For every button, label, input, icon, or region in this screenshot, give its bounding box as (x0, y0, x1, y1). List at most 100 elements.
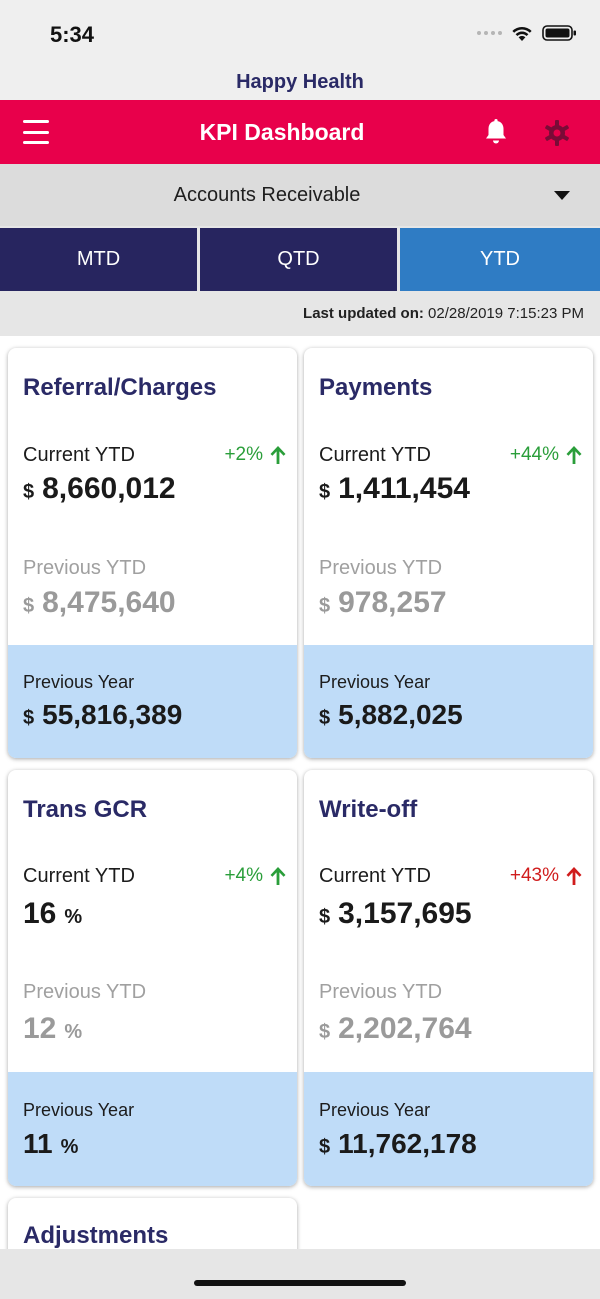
report-type-dropdown[interactable]: Accounts Receivable (0, 164, 600, 226)
arrow-up-icon (566, 867, 582, 885)
home-indicator[interactable] (194, 1280, 406, 1286)
status-bar: 5:34 (0, 0, 600, 64)
previous-year-label: Previous Year (319, 672, 431, 692)
current-amount: 3,157,695 (338, 897, 472, 930)
currency-symbol: $ (319, 1136, 331, 1158)
trend-value: +2% (224, 444, 263, 465)
card-title: Referral/Charges (23, 374, 217, 401)
bell-icon[interactable] (483, 118, 509, 146)
battery-icon (542, 25, 576, 41)
report-type-value: Accounts Receivable (173, 184, 361, 206)
app-title: Happy Health (236, 71, 364, 93)
hamburger-menu-icon[interactable] (23, 120, 49, 144)
tab-qtd[interactable]: QTD (200, 228, 397, 291)
gear-icon[interactable] (543, 119, 571, 147)
current-label: Current YTD (23, 865, 135, 887)
previous-amount: 12 (23, 1012, 57, 1045)
kpi-card-trans-gcr[interactable]: Trans GCR Current YTD +4% 16% Previous Y… (8, 770, 297, 1186)
current-value: $3,157,695 (319, 897, 472, 931)
trend-value: +43% (509, 865, 559, 886)
currency-symbol: $ (23, 595, 35, 617)
trend-value: +44% (509, 444, 559, 465)
previous-value: $978,257 (319, 586, 447, 620)
trend-indicator: +43% (510, 865, 583, 887)
last-updated-label: Last updated on: (303, 305, 424, 322)
kpi-card-adjustments[interactable]: Adjustments (8, 1198, 297, 1249)
status-time: 5:34 (50, 22, 95, 47)
previous-year-amount: 5,882,025 (338, 699, 463, 730)
current-value: 16% (23, 897, 82, 931)
card-title: Adjustments (23, 1222, 169, 1249)
tab-ytd[interactable]: YTD (400, 228, 600, 291)
previous-year-section: Previous Year $5,882,025 (304, 645, 593, 758)
current-label: Current YTD (319, 865, 431, 887)
card-title: Trans GCR (23, 796, 148, 823)
current-amount: 1,411,454 (338, 472, 470, 505)
kpi-card-write-off[interactable]: Write-off Current YTD +43% $3,157,695 Pr… (304, 770, 593, 1186)
period-tabs: MTD QTD YTD (0, 228, 600, 291)
previous-value: $2,202,764 (319, 1012, 472, 1046)
kpi-card-referral-charges[interactable]: Referral/Charges Current YTD +2% $8,660,… (8, 348, 297, 758)
currency-symbol: $ (319, 481, 331, 503)
previous-amount: 8,475,640 (42, 586, 176, 619)
currency-symbol: $ (319, 906, 331, 928)
current-amount: 8,660,012 (42, 472, 176, 505)
percent-unit: % (64, 906, 83, 928)
bottom-bar (0, 1249, 600, 1299)
previous-label: Previous YTD (319, 981, 443, 1003)
percent-unit: % (60, 1136, 79, 1158)
previous-year-value: 11% (23, 1128, 78, 1160)
current-amount: 16 (23, 897, 57, 930)
percent-unit: % (64, 1021, 83, 1043)
current-label: Current YTD (23, 444, 135, 466)
previous-year-section: Previous Year $55,816,389 (8, 645, 297, 758)
currency-symbol: $ (319, 707, 331, 729)
kpi-card-payments[interactable]: Payments Current YTD +44% $1,411,454 Pre… (304, 348, 593, 758)
previous-label: Previous YTD (23, 557, 147, 579)
previous-label: Previous YTD (23, 981, 147, 1003)
currency-symbol: $ (23, 707, 35, 729)
previous-amount: 2,202,764 (338, 1012, 472, 1045)
trend-indicator: +2% (224, 444, 287, 466)
card-title: Payments (319, 374, 433, 401)
card-title: Write-off (319, 796, 418, 823)
previous-year-label: Previous Year (23, 1100, 135, 1120)
current-label: Current YTD (319, 444, 431, 466)
arrow-up-icon (270, 867, 286, 885)
previous-value: $8,475,640 (23, 586, 176, 620)
previous-year-value: $5,882,025 (319, 699, 463, 731)
trend-indicator: +44% (510, 444, 583, 466)
kpi-card-list: Referral/Charges Current YTD +2% $8,660,… (0, 336, 600, 1249)
currency-symbol: $ (319, 1021, 331, 1043)
wifi-icon (512, 26, 532, 41)
previous-amount: 978,257 (338, 586, 447, 619)
last-updated-value: 02/28/2019 7:15:23 PM (428, 305, 584, 322)
currency-symbol: $ (23, 481, 35, 503)
status-icons (477, 24, 578, 42)
previous-year-section: Previous Year 11% (8, 1072, 297, 1186)
previous-year-label: Previous Year (23, 672, 135, 692)
previous-year-value: $11,762,178 (319, 1128, 477, 1160)
previous-year-amount: 11 (23, 1128, 53, 1159)
previous-label: Previous YTD (319, 557, 443, 579)
current-value: $1,411,454 (319, 472, 470, 506)
trend-indicator: +4% (224, 865, 287, 887)
arrow-up-icon (270, 446, 286, 464)
app-title-bar: Happy Health (0, 64, 600, 100)
previous-year-label: Previous Year (319, 1100, 431, 1120)
cellular-signal-icon (477, 31, 502, 35)
trend-value: +4% (224, 865, 263, 886)
chevron-down-icon (554, 191, 570, 200)
arrow-up-icon (566, 446, 582, 464)
tab-mtd[interactable]: MTD (0, 228, 197, 291)
page-title: KPI Dashboard (199, 119, 365, 145)
previous-year-amount: 11,762,178 (338, 1128, 477, 1159)
current-value: $8,660,012 (23, 472, 176, 506)
currency-symbol: $ (319, 595, 331, 617)
previous-year-section: Previous Year $11,762,178 (304, 1072, 593, 1186)
previous-year-amount: 55,816,389 (42, 699, 183, 730)
header-bar: KPI Dashboard (0, 100, 600, 164)
previous-year-value: $55,816,389 (23, 699, 182, 731)
previous-value: 12% (23, 1012, 82, 1046)
last-updated: Last updated on: 02/28/2019 7:15:23 PM (303, 305, 584, 322)
